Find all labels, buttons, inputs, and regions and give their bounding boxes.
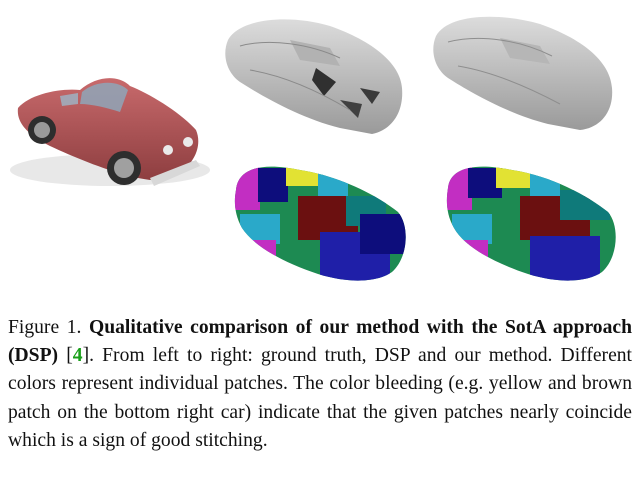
caption-body: From left to right: ground truth, DSP an… <box>8 345 633 451</box>
caption-cite-open: [ <box>66 345 73 367</box>
caption-title: Qualitative comparison of our method wit… <box>8 317 632 367</box>
ours-shape-mesh <box>433 16 613 131</box>
dsp-patch-car <box>234 166 406 281</box>
figure-image <box>10 16 616 281</box>
figure-caption: Figure 1. Qualitative comparison of our … <box>8 314 632 455</box>
dsp-shape-mesh <box>225 19 403 134</box>
ours-patch-car <box>446 166 616 281</box>
caption-label: Figure 1. <box>8 317 82 338</box>
ground-truth-car <box>10 78 210 186</box>
caption-cite-close: ]. <box>82 345 94 367</box>
citation-link[interactable]: 4 <box>72 345 83 367</box>
